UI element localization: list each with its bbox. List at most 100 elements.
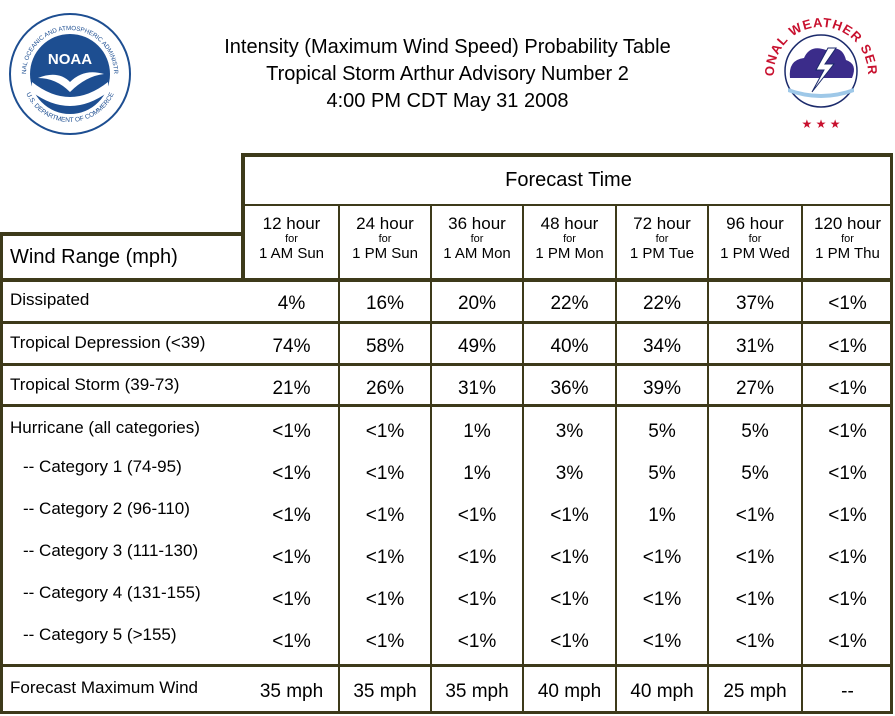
column-header: 24 hour for 1 PM Sun: [340, 206, 430, 278]
table-cell: --: [841, 681, 854, 702]
table-cell: 74%: [272, 336, 311, 357]
table-cell: 5%: [648, 421, 676, 442]
table-cell: 1%: [648, 505, 676, 526]
table-cell: <1%: [272, 463, 311, 484]
column-hours: 120 hour: [813, 214, 882, 233]
table-cell: <1%: [365, 505, 405, 526]
table-cell: 25 mph: [723, 681, 787, 702]
table-cell: 16%: [365, 293, 405, 314]
column-when: 1 PM Mon: [535, 245, 604, 262]
column-hours: 12 hour: [262, 214, 321, 233]
border-wind-range-top: [0, 232, 244, 236]
table-cell: <1%: [365, 463, 405, 484]
table-cell: 40 mph: [630, 681, 694, 702]
border-column: [430, 205, 432, 713]
table-cell: <1%: [828, 463, 867, 484]
noaa-logo-center: NOAA: [48, 51, 92, 68]
title-line-1: Intensity (Maximum Wind Speed) Probabili…: [224, 36, 671, 58]
table-cell: <1%: [828, 505, 867, 526]
column-for: for: [748, 233, 762, 245]
row-label: Hurricane (all categories): [10, 418, 200, 437]
border-row-group: [0, 711, 893, 714]
table-cell: 27%: [735, 378, 775, 399]
table-cell: 35 mph: [353, 681, 417, 702]
border-left: [0, 234, 3, 713]
border-column: [707, 205, 709, 713]
column-for: for: [285, 233, 298, 245]
column-when: 1 AM Mon: [443, 245, 511, 262]
column-for: for: [378, 233, 392, 245]
table-cell: <1%: [735, 589, 775, 610]
table-cell: <1%: [272, 421, 311, 442]
table-cell: 5%: [741, 421, 769, 442]
column-hours: 48 hour: [540, 214, 599, 233]
column-when: 1 AM Sun: [258, 245, 325, 262]
column-hours: 36 hour: [448, 214, 506, 233]
row-label: -- Category 2 (96-110): [23, 499, 190, 518]
table-cell: 31%: [457, 378, 497, 399]
table-cell: <1%: [457, 505, 497, 526]
table-cell: <1%: [365, 547, 405, 568]
row-label: -- Category 3 (111-130): [23, 541, 199, 560]
table-cell: <1%: [828, 589, 867, 610]
table-cell: <1%: [828, 421, 867, 442]
border-right: [890, 155, 893, 713]
border-forecast-time: [241, 204, 893, 206]
row-label: Tropical Depression (<39): [10, 333, 206, 352]
table-cell: 22%: [550, 293, 589, 314]
table-cell: <1%: [365, 631, 405, 652]
table-cell: <1%: [828, 378, 867, 399]
table-cell: <1%: [735, 547, 775, 568]
table-cell: 58%: [365, 336, 405, 357]
table-cell: <1%: [457, 547, 497, 568]
nws-logo: NATIONAL WEATHER SERVICE ★ ★ ★: [753, 0, 884, 134]
table-cell: <1%: [828, 547, 867, 568]
column-for: for: [655, 233, 669, 245]
noaa-logo: NOAA NATIONAL OCEANIC AND ATMOSPHERIC AD…: [6, 7, 132, 136]
table-cell: 3%: [555, 463, 584, 484]
table-cell: <1%: [272, 505, 311, 526]
table-cell: <1%: [272, 631, 311, 652]
row-label: Forecast Maximum Wind: [10, 678, 198, 697]
column-when: 1 PM Wed: [720, 245, 790, 262]
table-cell: <1%: [550, 589, 589, 610]
column-for: for: [563, 233, 576, 245]
border-top: [241, 153, 893, 157]
column-when: 1 PM Thu: [815, 245, 880, 262]
border-column: [615, 205, 617, 713]
column-hours: 72 hour: [633, 214, 691, 233]
table-cell: 22%: [642, 293, 682, 314]
column-header: 96 hour for 1 PM Wed: [709, 206, 801, 278]
column-header: 72 hour for 1 PM Tue: [617, 206, 707, 278]
column-for: for: [470, 233, 484, 245]
table-cell: 26%: [365, 378, 405, 399]
table-cell: 49%: [457, 336, 497, 357]
border-body-top: [0, 278, 893, 282]
table-cell: <1%: [735, 631, 775, 652]
table-cell: 35 mph: [259, 681, 324, 702]
row-label: -- Category 4 (131-155): [23, 583, 201, 602]
column-hours: 96 hour: [726, 214, 784, 233]
row-label: -- Category 1 (74-95): [23, 457, 182, 476]
column-header: 120 hour for 1 PM Thu: [803, 206, 892, 278]
forecast-time-header: Forecast Time: [505, 169, 632, 191]
column-for: for: [841, 233, 854, 245]
table-cell: <1%: [365, 589, 405, 610]
table-cell: <1%: [550, 547, 589, 568]
table-cell: <1%: [828, 631, 867, 652]
table-cell: 34%: [642, 336, 682, 357]
table-cell: 35 mph: [445, 681, 509, 702]
table-cell: 1%: [463, 463, 491, 484]
border-column: [522, 205, 524, 713]
table-cell: <1%: [272, 589, 311, 610]
table-cell: <1%: [735, 505, 775, 526]
column-header: 36 hour for 1 AM Mon: [432, 206, 522, 278]
table-cell: 20%: [457, 293, 497, 314]
title-block: Intensity (Maximum Wind Speed) Probabili…: [150, 34, 745, 115]
table-cell: <1%: [457, 631, 497, 652]
border-row-group: [0, 664, 893, 667]
border-row-group: [0, 404, 893, 407]
row-label: -- Category 5 (>155): [23, 625, 177, 644]
table-cell: <1%: [642, 589, 682, 610]
table-cell: <1%: [642, 631, 682, 652]
